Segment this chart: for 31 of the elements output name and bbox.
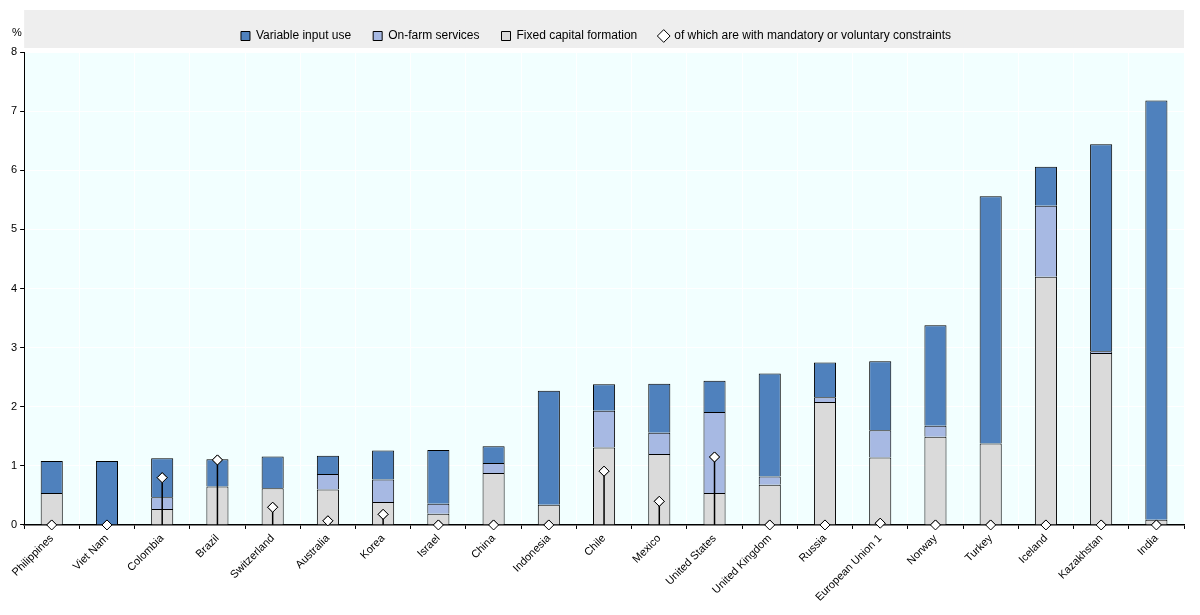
point xyxy=(874,517,886,529)
point xyxy=(1150,519,1162,531)
point xyxy=(929,519,941,531)
point xyxy=(1095,519,1107,531)
y-tick-label: 5 xyxy=(10,222,18,235)
legend-label: Variable input use xyxy=(255,28,352,43)
legend-label: On-farm services xyxy=(388,28,480,43)
y-axis-title: % xyxy=(12,25,22,38)
point xyxy=(101,519,113,531)
y-tick-label: 1 xyxy=(10,458,18,471)
legend-label: Fixed capital formation xyxy=(516,28,638,43)
y-tick-label: 4 xyxy=(10,281,18,294)
point xyxy=(598,465,610,477)
y-tick-label: 0 xyxy=(10,517,18,530)
y-tick-label: 2 xyxy=(10,399,18,412)
y-tick-label: 3 xyxy=(10,340,18,353)
point xyxy=(488,519,500,531)
point xyxy=(211,454,223,466)
point xyxy=(1040,519,1052,531)
y-tick-label: 8 xyxy=(10,45,18,58)
point xyxy=(709,451,721,463)
y-tick-label: 6 xyxy=(10,163,18,176)
point xyxy=(764,519,776,531)
point xyxy=(543,519,555,531)
y-tick-label: 7 xyxy=(10,104,18,117)
point xyxy=(653,495,665,507)
point xyxy=(46,519,58,531)
point xyxy=(985,519,997,531)
point xyxy=(432,519,444,531)
legend-label: of which are with mandatory or voluntary constraints xyxy=(674,28,952,43)
point xyxy=(819,519,831,531)
